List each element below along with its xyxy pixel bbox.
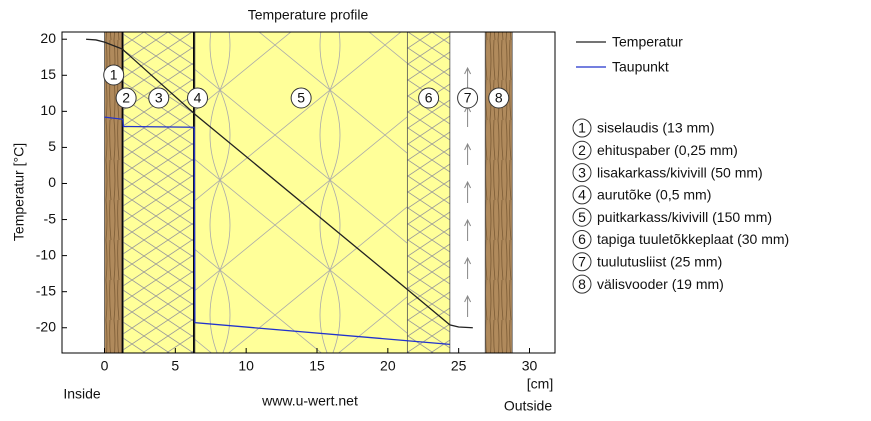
source: www.u-wert.net: [261, 393, 358, 409]
legend-layer-number: 7: [578, 254, 586, 270]
legend-layer-number: 1: [578, 120, 586, 136]
layer: [484, 32, 513, 353]
y-axis-label: Temperatur [°C]: [11, 143, 27, 241]
y-tick-label: -15: [36, 282, 56, 298]
airflow-arrow: [464, 66, 472, 89]
layers: [104, 32, 513, 353]
layer-marker: [148, 87, 170, 109]
lines: [86, 38, 473, 345]
y-tick-label: 20: [40, 30, 56, 46]
layer: [406, 32, 451, 353]
layer-marker: [115, 87, 137, 109]
legend-layer-number: 5: [578, 209, 586, 225]
layer-marker: [418, 87, 440, 109]
legend-layer-marker: [572, 274, 592, 294]
legend-layer-number: 6: [578, 231, 586, 247]
x-tick-label: 25: [451, 358, 467, 374]
x-tick-label: 0: [101, 358, 109, 374]
layer-number: 1: [110, 67, 118, 83]
airflow-arrow: [464, 180, 472, 203]
layer-marker: [488, 87, 510, 109]
legend-layer-marker: [572, 230, 592, 249]
legend-label: Taupunkt: [612, 59, 669, 75]
airflow-arrow: [464, 218, 472, 241]
inside-label: Inside: [63, 386, 101, 402]
layer-number: 5: [297, 90, 305, 106]
legend-layer-label: siselaudis (13 mm): [597, 120, 714, 136]
x-tick-label: 10: [238, 358, 254, 374]
chart-title: Temperature profile: [248, 7, 369, 23]
x-unit: [cm]: [527, 376, 553, 392]
legend-layer-marker: [572, 140, 592, 160]
legend-layer-marker: [572, 118, 592, 138]
layer-number: 8: [495, 90, 503, 106]
legend-layer-label: tapiga tuuletõkkeplaat (30 mm): [597, 231, 789, 247]
x-tick-label: 5: [171, 358, 179, 374]
layer-number: 4: [194, 90, 202, 106]
layer-marker: [457, 87, 479, 109]
airflow-arrow: [464, 142, 472, 165]
legend-layer-number: 4: [578, 187, 586, 203]
layer-number: 6: [425, 90, 433, 106]
x-tick-label: 30: [522, 358, 538, 374]
legend-layer-label: ehituspaber (0,25 mm): [597, 142, 738, 158]
layer-number: 7: [464, 90, 472, 106]
series-line: [86, 38, 473, 329]
legend-layer-label: välisvooder (19 mm): [597, 276, 724, 292]
legend-layer-label: puitkarkass/kivivill (150 mm): [597, 209, 772, 225]
layer-marker: [103, 64, 125, 86]
y-tick-label: -5: [44, 210, 57, 226]
y-tick-label: 10: [40, 102, 56, 118]
layer: [194, 32, 408, 353]
y-tick-label: 15: [40, 66, 56, 82]
legend-label: Temperatur: [612, 34, 683, 50]
legend-layer-number: 2: [578, 142, 586, 158]
legend-layer-marker: [572, 163, 592, 183]
layer-marker: [187, 87, 209, 109]
layer-number: 3: [155, 90, 163, 106]
legend-layer-marker: [572, 185, 592, 205]
airflow-arrow: [464, 256, 472, 279]
series-line: [104, 116, 450, 345]
legend-layer-number: 3: [578, 164, 586, 180]
layer-marker: [290, 87, 312, 109]
legend-layer-marker: [572, 207, 592, 227]
y-tick-label: -20: [36, 318, 56, 334]
outside-label: Outside: [504, 398, 552, 414]
legend-layer-label: lisakarkass/kivivill (50 mm): [597, 164, 763, 180]
legend-layer-label: aurutõke (0,5 mm): [597, 187, 711, 203]
y-tick-label: -10: [36, 246, 56, 262]
legend-layer-label: tuulutusliist (25 mm): [597, 254, 722, 270]
legend-layer-number: 8: [578, 276, 586, 292]
plot-frame: [61, 31, 556, 354]
x-tick-label: 20: [380, 358, 396, 374]
y-tick-label: 5: [48, 138, 56, 154]
layer-number: 2: [122, 90, 130, 106]
legend-layer-marker: [572, 252, 592, 272]
y-tick-label: 0: [48, 174, 56, 190]
x-tick-label: 15: [309, 358, 325, 374]
airflow-arrow: [464, 294, 472, 317]
layer: [122, 32, 195, 353]
